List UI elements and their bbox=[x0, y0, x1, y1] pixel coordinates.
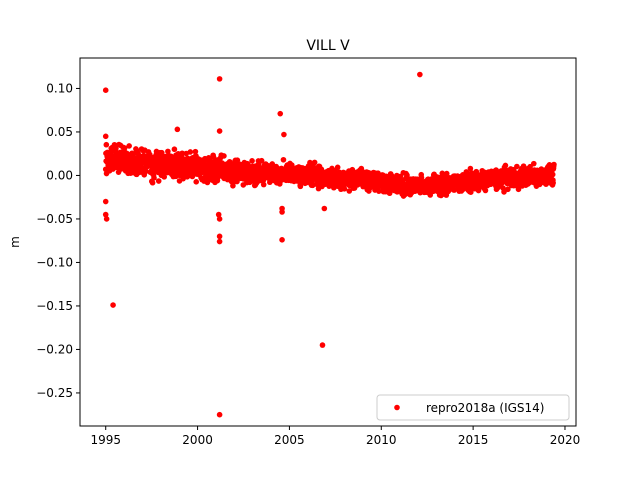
data-point bbox=[103, 141, 110, 148]
x-axis: 1995 2000 2005 2010 2015 2020 bbox=[90, 426, 580, 447]
data-point bbox=[245, 162, 251, 168]
data-point-outlier bbox=[216, 128, 223, 134]
data-point bbox=[249, 158, 255, 164]
data-point-outlier bbox=[216, 76, 223, 82]
data-point bbox=[155, 178, 162, 184]
y-tick-label: 0.05 bbox=[46, 125, 73, 139]
data-point bbox=[280, 156, 287, 163]
y-axis-label: m bbox=[8, 236, 22, 248]
data-point bbox=[192, 148, 199, 155]
data-point bbox=[126, 143, 132, 149]
data-point-outlier bbox=[281, 131, 287, 138]
chart-title: VILL V bbox=[306, 38, 350, 54]
legend-frame bbox=[376, 394, 570, 421]
x-tick-label: 2005 bbox=[274, 433, 305, 447]
data-point bbox=[255, 161, 262, 168]
data-point-outlier bbox=[216, 233, 223, 240]
data-point bbox=[505, 186, 511, 193]
data-point bbox=[515, 186, 522, 193]
data-point bbox=[551, 161, 557, 168]
data-point bbox=[187, 149, 194, 155]
data-point bbox=[514, 163, 520, 170]
data-point-outlier bbox=[102, 133, 109, 140]
data-point-outlier bbox=[279, 209, 285, 215]
data-point-outlier bbox=[102, 211, 109, 218]
data-point-outlier bbox=[216, 238, 223, 245]
data-point-outlier bbox=[215, 211, 222, 218]
data-point-outlier bbox=[216, 216, 223, 222]
data-point bbox=[549, 171, 556, 178]
data-point-outlier bbox=[216, 411, 223, 418]
x-tick-label: 2000 bbox=[182, 433, 213, 447]
x-tick-label: 2020 bbox=[550, 433, 581, 447]
data-point bbox=[346, 188, 353, 194]
data-point bbox=[482, 187, 489, 194]
legend-marker bbox=[394, 404, 400, 411]
data-point bbox=[161, 174, 168, 180]
data-point bbox=[143, 168, 149, 175]
x-tick-label: 2015 bbox=[458, 433, 489, 447]
data-point bbox=[311, 159, 318, 166]
data-point bbox=[193, 179, 200, 185]
data-point bbox=[502, 162, 509, 169]
data-point-outlier bbox=[102, 198, 109, 205]
data-point bbox=[113, 145, 119, 152]
y-tick-label: −0.25 bbox=[36, 386, 73, 400]
data-point-outlier bbox=[174, 126, 181, 133]
y-axis: 0.10 0.05 0.00 −0.05 −0.10 −0.15 −0.20 −0.25 bbox=[36, 81, 80, 400]
data-point bbox=[349, 168, 356, 174]
y-tick-label: 0.10 bbox=[46, 81, 73, 95]
data-point bbox=[334, 164, 341, 171]
plot-area-frame bbox=[79, 57, 577, 427]
data-point bbox=[179, 150, 185, 157]
data-point-outlier bbox=[110, 302, 116, 308]
data-point-outlier bbox=[279, 237, 285, 243]
data-point bbox=[149, 179, 156, 186]
y-tick-label: −0.15 bbox=[36, 299, 73, 313]
data-point bbox=[451, 187, 457, 193]
data-point bbox=[530, 160, 537, 167]
y-tick-label: −0.20 bbox=[36, 342, 73, 356]
y-tick-label: −0.05 bbox=[36, 212, 73, 226]
x-tick-label: 2010 bbox=[366, 433, 397, 447]
y-tick-label: 0.00 bbox=[46, 168, 73, 182]
data-point bbox=[234, 178, 240, 185]
data-point bbox=[376, 188, 382, 194]
data-point-outlier bbox=[102, 87, 109, 93]
legend: repro2018a (IGS14) bbox=[376, 394, 570, 421]
data-point bbox=[341, 186, 348, 192]
data-point bbox=[258, 157, 265, 164]
data-point-outlier bbox=[103, 216, 110, 222]
data-point bbox=[221, 153, 227, 159]
data-point-outlier bbox=[417, 71, 423, 78]
data-point bbox=[260, 181, 267, 188]
data-point bbox=[550, 180, 556, 186]
legend-label: repro2018a (IGS14) bbox=[426, 401, 544, 415]
data-point bbox=[527, 163, 533, 170]
data-point bbox=[467, 165, 474, 172]
data-point-outlier bbox=[319, 342, 326, 348]
scatter-points bbox=[102, 71, 557, 418]
data-point bbox=[121, 145, 128, 151]
data-point-outlier bbox=[277, 110, 284, 117]
data-point bbox=[171, 146, 178, 153]
data-point bbox=[151, 175, 157, 181]
data-point bbox=[443, 170, 450, 177]
y-tick-label: −0.10 bbox=[36, 255, 73, 269]
data-point-outlier bbox=[321, 205, 328, 212]
x-tick-label: 1995 bbox=[90, 433, 121, 447]
